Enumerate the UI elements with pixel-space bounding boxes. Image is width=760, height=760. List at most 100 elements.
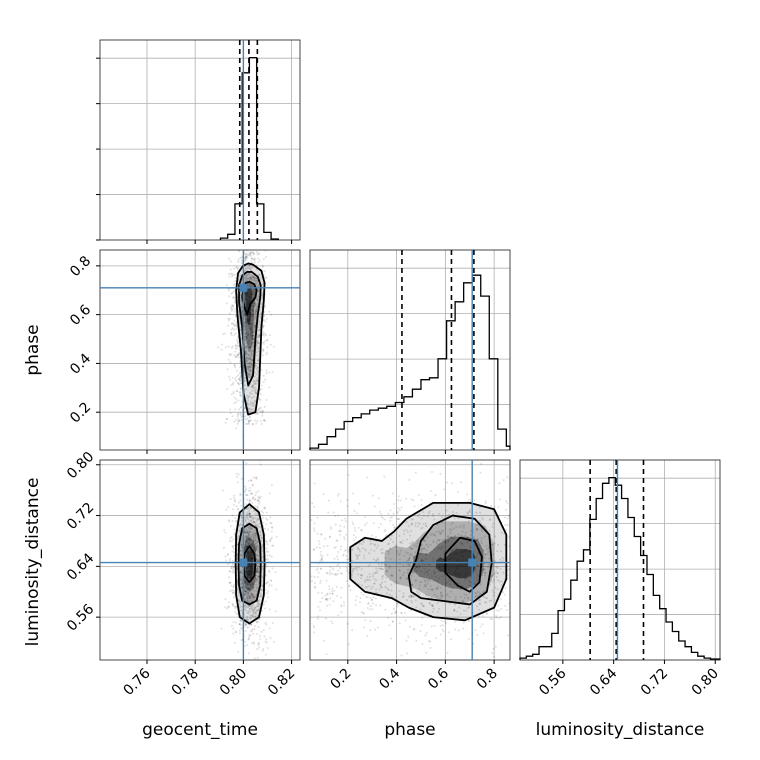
sample-point [256, 354, 259, 357]
sample-point [333, 515, 336, 518]
sample-point [400, 542, 403, 545]
sample-point [324, 598, 327, 601]
sample-point [357, 546, 360, 549]
sample-point [231, 508, 234, 511]
sample-point [391, 620, 394, 623]
sample-point [469, 545, 472, 548]
sample-point [503, 516, 506, 519]
histogram-luminosity_distance [519, 476, 721, 660]
sample-point [502, 571, 505, 574]
sample-point [477, 538, 480, 541]
sample-point [365, 522, 368, 525]
sample-point [265, 317, 268, 320]
sample-point [253, 259, 256, 262]
sample-point [250, 347, 253, 350]
sample-point [232, 218, 234, 220]
sample-point [384, 585, 387, 588]
sample-point [265, 550, 268, 553]
sample-point [252, 334, 255, 337]
sample-point [245, 345, 248, 348]
sample-point [255, 211, 257, 213]
sample-point [256, 540, 259, 543]
sample-point [255, 250, 258, 253]
sample-point [261, 514, 264, 517]
sample-point [548, 538, 550, 540]
sample-point [255, 341, 258, 344]
ytick-label-luminosity_distance: 0.72 [64, 500, 97, 533]
sample-point [396, 605, 399, 608]
sample-point [482, 591, 485, 594]
sample-point [388, 552, 391, 555]
sample-point [250, 251, 253, 254]
sample-point [252, 245, 254, 247]
sample-point [255, 554, 258, 557]
sample-point [399, 549, 402, 552]
sample-point [243, 388, 246, 391]
sample-point [246, 611, 249, 614]
sample-point [534, 648, 536, 650]
sample-point [257, 507, 260, 510]
sample-point [400, 611, 403, 614]
sample-point [362, 541, 365, 544]
sample-point [244, 546, 247, 549]
sample-point [248, 356, 251, 359]
sample-point [243, 291, 246, 294]
sample-point [493, 535, 496, 538]
sample-point [414, 565, 417, 568]
sample-point [250, 584, 253, 587]
sample-point [239, 609, 242, 612]
sample-point [462, 524, 465, 527]
sample-point [244, 350, 247, 353]
truth-marker [239, 558, 248, 567]
sample-point [260, 593, 263, 596]
sample-point [234, 279, 237, 282]
sample-point [246, 267, 249, 270]
sample-point [236, 481, 239, 484]
sample-point [495, 614, 498, 617]
sample-point [251, 364, 254, 367]
sample-point [329, 565, 332, 568]
sample-point [446, 535, 449, 538]
sample-point [264, 582, 267, 585]
sample-point [255, 547, 258, 550]
sample-point [248, 597, 251, 600]
sample-point [236, 266, 239, 269]
sample-point [442, 630, 445, 633]
sample-point [237, 352, 240, 355]
histogram-phase [309, 274, 511, 450]
sample-point [457, 491, 460, 494]
sample-point [246, 494, 249, 497]
sample-point [256, 341, 259, 344]
sample-point [248, 634, 251, 637]
sample-point [482, 432, 484, 434]
sample-point [250, 385, 253, 388]
sample-point [427, 580, 430, 583]
sample-point [243, 313, 246, 316]
sample-point [240, 578, 243, 581]
sample-point [268, 386, 271, 389]
sample-point [468, 498, 471, 501]
sample-point [268, 571, 271, 574]
sample-point [459, 481, 462, 484]
sample-point [390, 516, 393, 519]
sample-point [264, 506, 267, 509]
sample-point [251, 309, 254, 312]
sample-point [245, 516, 248, 519]
sample-point [256, 513, 259, 516]
sample-point [397, 517, 400, 520]
sample-point [249, 419, 252, 422]
sample-point [393, 502, 396, 505]
sample-point [249, 369, 252, 372]
sample-point [345, 580, 348, 583]
sample-point [366, 596, 369, 599]
sample-point [261, 414, 264, 417]
sample-point [567, 558, 569, 560]
sample-point [230, 567, 233, 570]
sample-point [247, 376, 250, 379]
sample-point [251, 599, 254, 602]
sample-point [362, 611, 365, 614]
sample-point [492, 594, 495, 597]
sample-point [261, 410, 264, 413]
sample-point [364, 578, 367, 581]
sample-point [515, 496, 517, 498]
